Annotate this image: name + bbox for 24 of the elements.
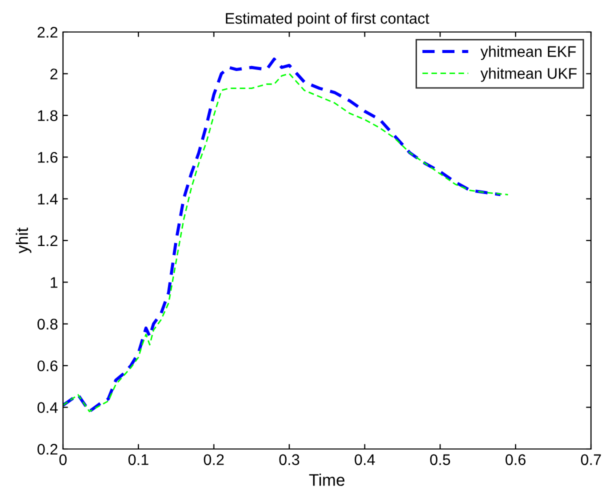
y-axis-title: yhit (16, 228, 32, 254)
y-tick-label: 0.4 (38, 402, 58, 413)
x-tick-label: 0.1 (128, 454, 148, 466)
legend-label: yhitmean UKF (480, 68, 577, 82)
chart-title: Estimated point of first contact (226, 12, 430, 27)
x-tick-label: 0.4 (354, 454, 375, 466)
x-tick-label: 0.6 (506, 454, 526, 466)
x-tick-label: 0.2 (204, 454, 224, 466)
x-tick-label: 0 (59, 454, 67, 466)
x-tick-label: 0.3 (279, 454, 300, 466)
x-axis-title: Time (309, 474, 344, 486)
legend-label: yhitmean EKF (480, 46, 576, 60)
x-tick-label: 0.7 (580, 454, 601, 466)
x-tick-label: 0.5 (430, 454, 450, 466)
y-tick-label: 2.2 (38, 26, 58, 38)
y-tick-label: 1 (50, 277, 58, 288)
y-tick-label: 0.8 (38, 318, 58, 330)
y-tick-label: 1.8 (38, 110, 58, 122)
y-tick-label: 1.2 (38, 235, 58, 246)
y-tick-label: 1.4 (38, 194, 58, 204)
y-tick-label: 1.6 (38, 152, 58, 163)
y-tick-label: 2 (50, 68, 58, 80)
y-tick-label: 0.2 (38, 444, 58, 455)
y-tick-label: 0.6 (38, 360, 58, 372)
